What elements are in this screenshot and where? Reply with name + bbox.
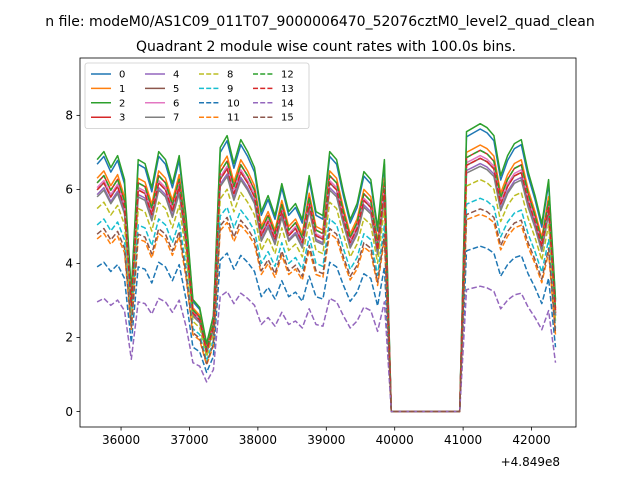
chart-title: Quadrant 2 module wise count rates with … [136,39,516,55]
x-tick-label: 38000 [239,433,277,447]
figure-suptitle: n file: modeM0/AS1C09_011T07_9000006470_… [45,14,594,30]
legend-label-10: 10 [227,98,240,109]
y-tick-label: 2 [65,331,73,345]
x-tick-label: 41000 [444,433,482,447]
x-tick-label: 39000 [307,433,345,447]
y-tick-label: 0 [65,405,73,419]
series-line-10 [96,245,557,413]
x-tick-label: 37000 [170,433,208,447]
legend-label-0: 0 [119,70,125,81]
x-axis-offset-text: +4.849e8 [501,455,560,469]
legend-label-12: 12 [281,70,294,81]
legend-label-4: 4 [173,70,179,81]
legend-label-3: 3 [119,113,125,124]
legend [84,62,310,129]
y-tick-label: 8 [65,109,73,123]
legend-label-8: 8 [227,70,233,81]
series-line-2 [96,122,557,413]
series-line-8 [96,178,557,413]
x-tick-label: 36000 [102,433,140,447]
legend-label-5: 5 [173,84,179,95]
y-tick-label: 6 [65,183,73,197]
series-line-15 [96,208,557,413]
legend-label-15: 15 [281,113,294,124]
legend-label-11: 11 [227,113,240,124]
series-line-13 [96,157,557,413]
x-tick-label: 42000 [512,433,550,447]
x-tick-label: 40000 [376,433,414,447]
legend-label-7: 7 [173,113,179,124]
plot-frame [79,57,577,428]
legend-label-1: 1 [119,84,125,95]
legend-label-13: 13 [281,84,294,95]
legend-label-14: 14 [281,98,294,109]
plot-area: 36000 37000 38000 39000 40000 41000 42000 0 2 4 6 8… [65,57,577,447]
series-line-9 [96,197,557,413]
series-line-11 [96,213,557,413]
y-tick-label: 4 [65,257,73,271]
series-line-12 [96,149,557,413]
series-line-7 [96,165,557,413]
legend-label-9: 9 [227,84,233,95]
legend-label-6: 6 [173,98,179,109]
legend-label-2: 2 [119,98,125,109]
series-line-14 [96,285,557,413]
